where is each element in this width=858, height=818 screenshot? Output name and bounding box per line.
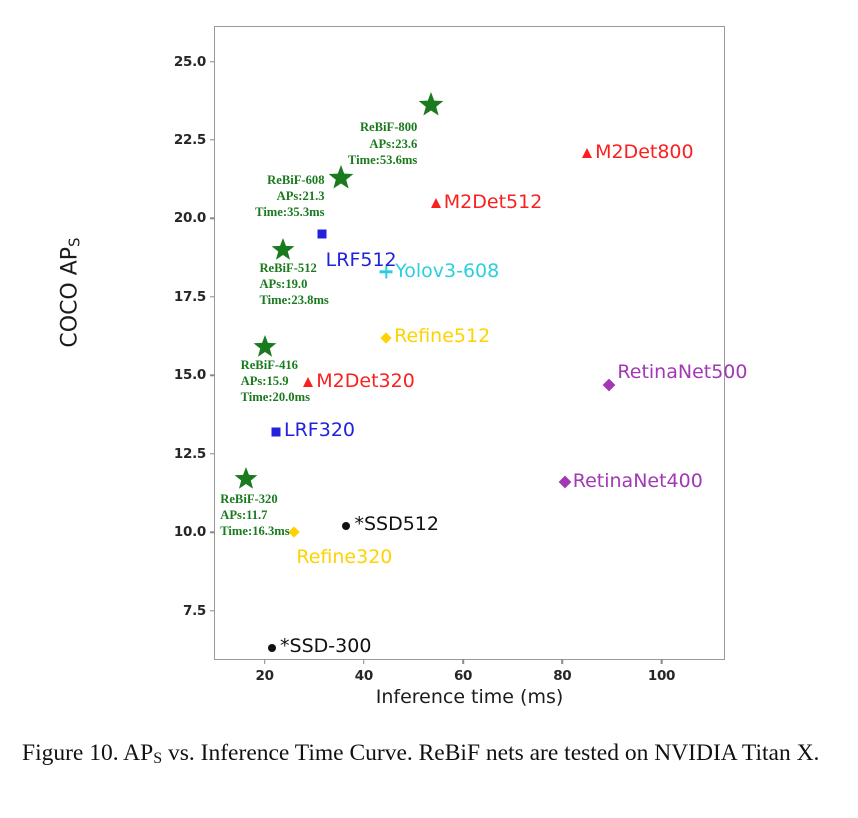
marker-rebif-416 xyxy=(253,335,277,359)
y-axis-label: COCO APS xyxy=(57,163,84,423)
caption-rest: vs. Inference Time Curve. ReBiF nets are… xyxy=(162,740,820,766)
label-retinanet400: RetinaNet400 xyxy=(572,470,703,493)
annotation-rebif-800: ReBiF-800 APs:23.6 Time:53.6ms xyxy=(348,119,417,167)
annotation-rebif-608: ReBiF-608 APs:21.3 Time:35.3ms xyxy=(255,172,324,220)
plot-area: 7.5 10.0 12.5 15.0 17.5 20.0 22.5 25.0 20 40 60 80… xyxy=(174,26,747,684)
y-tick-17.5: 17.5 xyxy=(174,289,215,305)
y-axis-label-text: COCO AP xyxy=(57,246,83,348)
marker-retinanet500 xyxy=(603,378,616,392)
marker-rebif-608 xyxy=(328,164,354,191)
marker-rebif-320 xyxy=(234,466,258,491)
annotation-line: Time:53.6ms xyxy=(347,152,418,167)
marker-ssd512 xyxy=(342,522,351,531)
label-refine512: Refine512 xyxy=(394,324,491,347)
marker-retinanet400 xyxy=(558,475,572,489)
y-axis-label-subscript: S xyxy=(65,237,84,247)
x-tick-20: 20 xyxy=(256,659,274,684)
y-tick-7.5: 7.5 xyxy=(183,603,215,619)
y-tick-20.0: 20.0 xyxy=(174,210,215,226)
label-m2det320: M2Det320 xyxy=(316,369,415,392)
label-ssd512: *SSD512 xyxy=(354,513,439,536)
label-refine320: Refine320 xyxy=(296,546,393,569)
marker-refine512 xyxy=(380,332,392,344)
marker-ssd-300 xyxy=(268,644,277,653)
caption-subscript: S xyxy=(153,750,163,767)
annotation-rebif-320: ReBiF-320 APs:11.7 Time:16.3ms xyxy=(220,491,289,539)
annotation-line: ReBiF-320 xyxy=(220,491,278,506)
annotation-line: ReBiF-416 xyxy=(240,358,298,373)
y-tick-10.0: 10.0 xyxy=(174,524,215,540)
marker-m2det320 xyxy=(303,376,314,387)
x-tick-100: 100 xyxy=(648,659,676,684)
annotation-line: APs:23.6 xyxy=(369,136,418,151)
x-tick-60: 60 xyxy=(454,659,472,684)
annotation-line: Time:20.0ms xyxy=(240,390,310,405)
annotation-line: Time:23.8ms xyxy=(259,293,329,308)
label-lrf512: LRF512 xyxy=(325,249,397,272)
label-m2det512: M2Det512 xyxy=(443,190,543,213)
y-tick-15.0: 15.0 xyxy=(174,367,215,383)
annotation-line: APs:15.9 xyxy=(240,374,289,389)
annotation-line: APs:11.7 xyxy=(220,508,268,523)
annotation-line: Time:35.3ms xyxy=(255,204,325,219)
annotation-rebif-416: ReBiF-416 APs:15.9 Time:20.0ms xyxy=(241,357,310,405)
y-tick-22.5: 22.5 xyxy=(174,132,215,148)
label-retinanet500: RetinaNet500 xyxy=(617,360,748,383)
marker-rebif-512 xyxy=(271,237,295,262)
annotation-rebif-512: ReBiF-512 APs:19.0 Time:23.8ms xyxy=(259,260,328,308)
annotation-line: APs:19.0 xyxy=(259,276,308,291)
marker-rebif-800 xyxy=(418,92,444,118)
x-tick-40: 40 xyxy=(355,659,373,684)
marker-lrf320 xyxy=(271,427,281,437)
marker-lrf512 xyxy=(317,229,327,239)
label-ssd-300: *SSD-300 xyxy=(280,635,372,658)
marker-m2det800 xyxy=(582,147,593,158)
y-tick-25.0: 25.0 xyxy=(174,54,215,70)
annotation-line: ReBiF-512 xyxy=(259,260,317,275)
caption-prefix: Figure 10. AP xyxy=(22,740,154,766)
x-tick-80: 80 xyxy=(553,659,571,684)
y-tick-12.5: 12.5 xyxy=(174,446,215,462)
x-axis-label: Inference time (ms) xyxy=(375,686,564,708)
label-yolov3-608: Yolov3-608 xyxy=(395,259,500,282)
annotation-line: ReBiF-608 xyxy=(267,172,325,187)
annotation-line: Time:16.3ms xyxy=(220,524,290,539)
annotation-line: ReBiF-800 xyxy=(359,120,418,135)
label-m2det800: M2Det800 xyxy=(595,140,694,163)
figure-caption: Figure 10. APS vs. Inference Time Curve.… xyxy=(22,738,836,769)
figure-10: COCO APS 7.5 10.0 12.5 15.0 17.5 20.0 22.5 25.0… xyxy=(0,0,858,720)
marker-m2det512 xyxy=(430,197,441,208)
label-lrf320: LRF320 xyxy=(284,418,355,441)
annotation-line: APs:21.3 xyxy=(276,188,325,203)
marker-refine320 xyxy=(288,526,301,538)
